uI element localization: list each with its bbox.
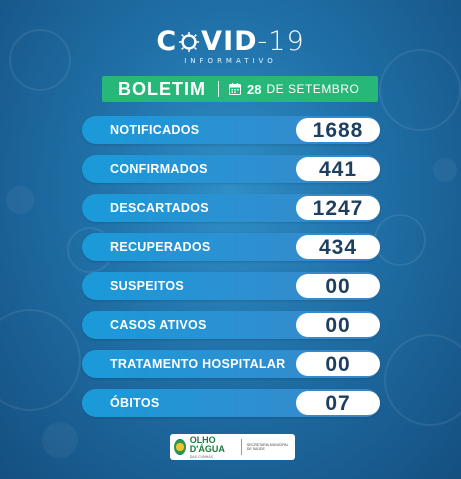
calendar-icon <box>229 83 241 95</box>
secretaria-label: SECRETARIA MUNICIPAL DE SAÚDE <box>246 442 289 451</box>
header: C VID - 19 INFORMATIVO <box>0 28 461 65</box>
stat-value: 1247 <box>296 196 380 220</box>
app-title: C VID - 19 <box>156 28 304 55</box>
stat-value: 00 <box>296 352 380 376</box>
bulletin-label: BOLETIM <box>118 78 206 99</box>
title-c: C <box>156 26 178 57</box>
title-dash: - <box>257 26 269 57</box>
city-sub: DAS CUNHÃS <box>189 454 213 459</box>
stat-row-obitos: ÓBITOS 07 <box>82 389 382 417</box>
footer-logo: OLHO D'ÁGUA DAS CUNHÃS SECRETARIA MUNICI… <box>170 434 295 460</box>
stats-list: NOTIFICADOS 1688 CONFIRMADOS 441 DESCART… <box>82 116 382 428</box>
stat-label: NOTIFICADOS <box>110 123 200 137</box>
stat-label: ÓBITOS <box>110 396 160 410</box>
stat-row-notificados: NOTIFICADOS 1688 <box>82 116 382 144</box>
stat-label: CASOS ATIVOS <box>110 318 207 332</box>
divider <box>218 81 219 97</box>
stat-label: DESCARTADOS <box>110 201 209 215</box>
stat-value: 1688 <box>296 118 380 142</box>
title-number: 19 <box>268 26 305 57</box>
stat-label: TRATAMENTO HOSPITALAR <box>110 357 286 371</box>
title-vid: VID <box>201 26 258 57</box>
date-day: 28 <box>247 81 262 97</box>
stat-value: 07 <box>296 391 380 415</box>
footer-divider <box>241 439 242 455</box>
stat-row-tratamento-hospitalar: TRATAMENTO HOSPITALAR 00 <box>82 350 382 378</box>
stat-row-confirmados: CONFIRMADOS 441 <box>82 155 382 183</box>
city-logo: OLHO D'ÁGUA DAS CUNHÃS <box>189 434 236 459</box>
stat-row-descartados: DESCARTADOS 1247 <box>82 194 382 222</box>
stat-row-casos-ativos: CASOS ATIVOS 00 <box>82 311 382 339</box>
stat-value: 00 <box>296 313 380 337</box>
virus-icon <box>179 31 200 52</box>
stat-label: CONFIRMADOS <box>110 162 208 176</box>
stat-value: 00 <box>296 274 380 298</box>
stat-value: 434 <box>296 235 380 259</box>
seal-icon <box>174 439 186 455</box>
date-month: DE SETEMBRO <box>266 82 360 96</box>
bulletin-bar: BOLETIM 28 DE SETEMBRO <box>102 76 378 102</box>
stat-row-suspeitos: SUSPEITOS 00 <box>82 272 382 300</box>
stat-row-recuperados: RECUPERADOS 434 <box>82 233 382 261</box>
subtitle: INFORMATIVO <box>184 57 277 65</box>
stat-label: SUSPEITOS <box>110 279 185 293</box>
city-name: OLHO D'ÁGUA <box>189 434 225 454</box>
stat-label: RECUPERADOS <box>110 240 211 254</box>
stat-value: 441 <box>296 157 380 181</box>
